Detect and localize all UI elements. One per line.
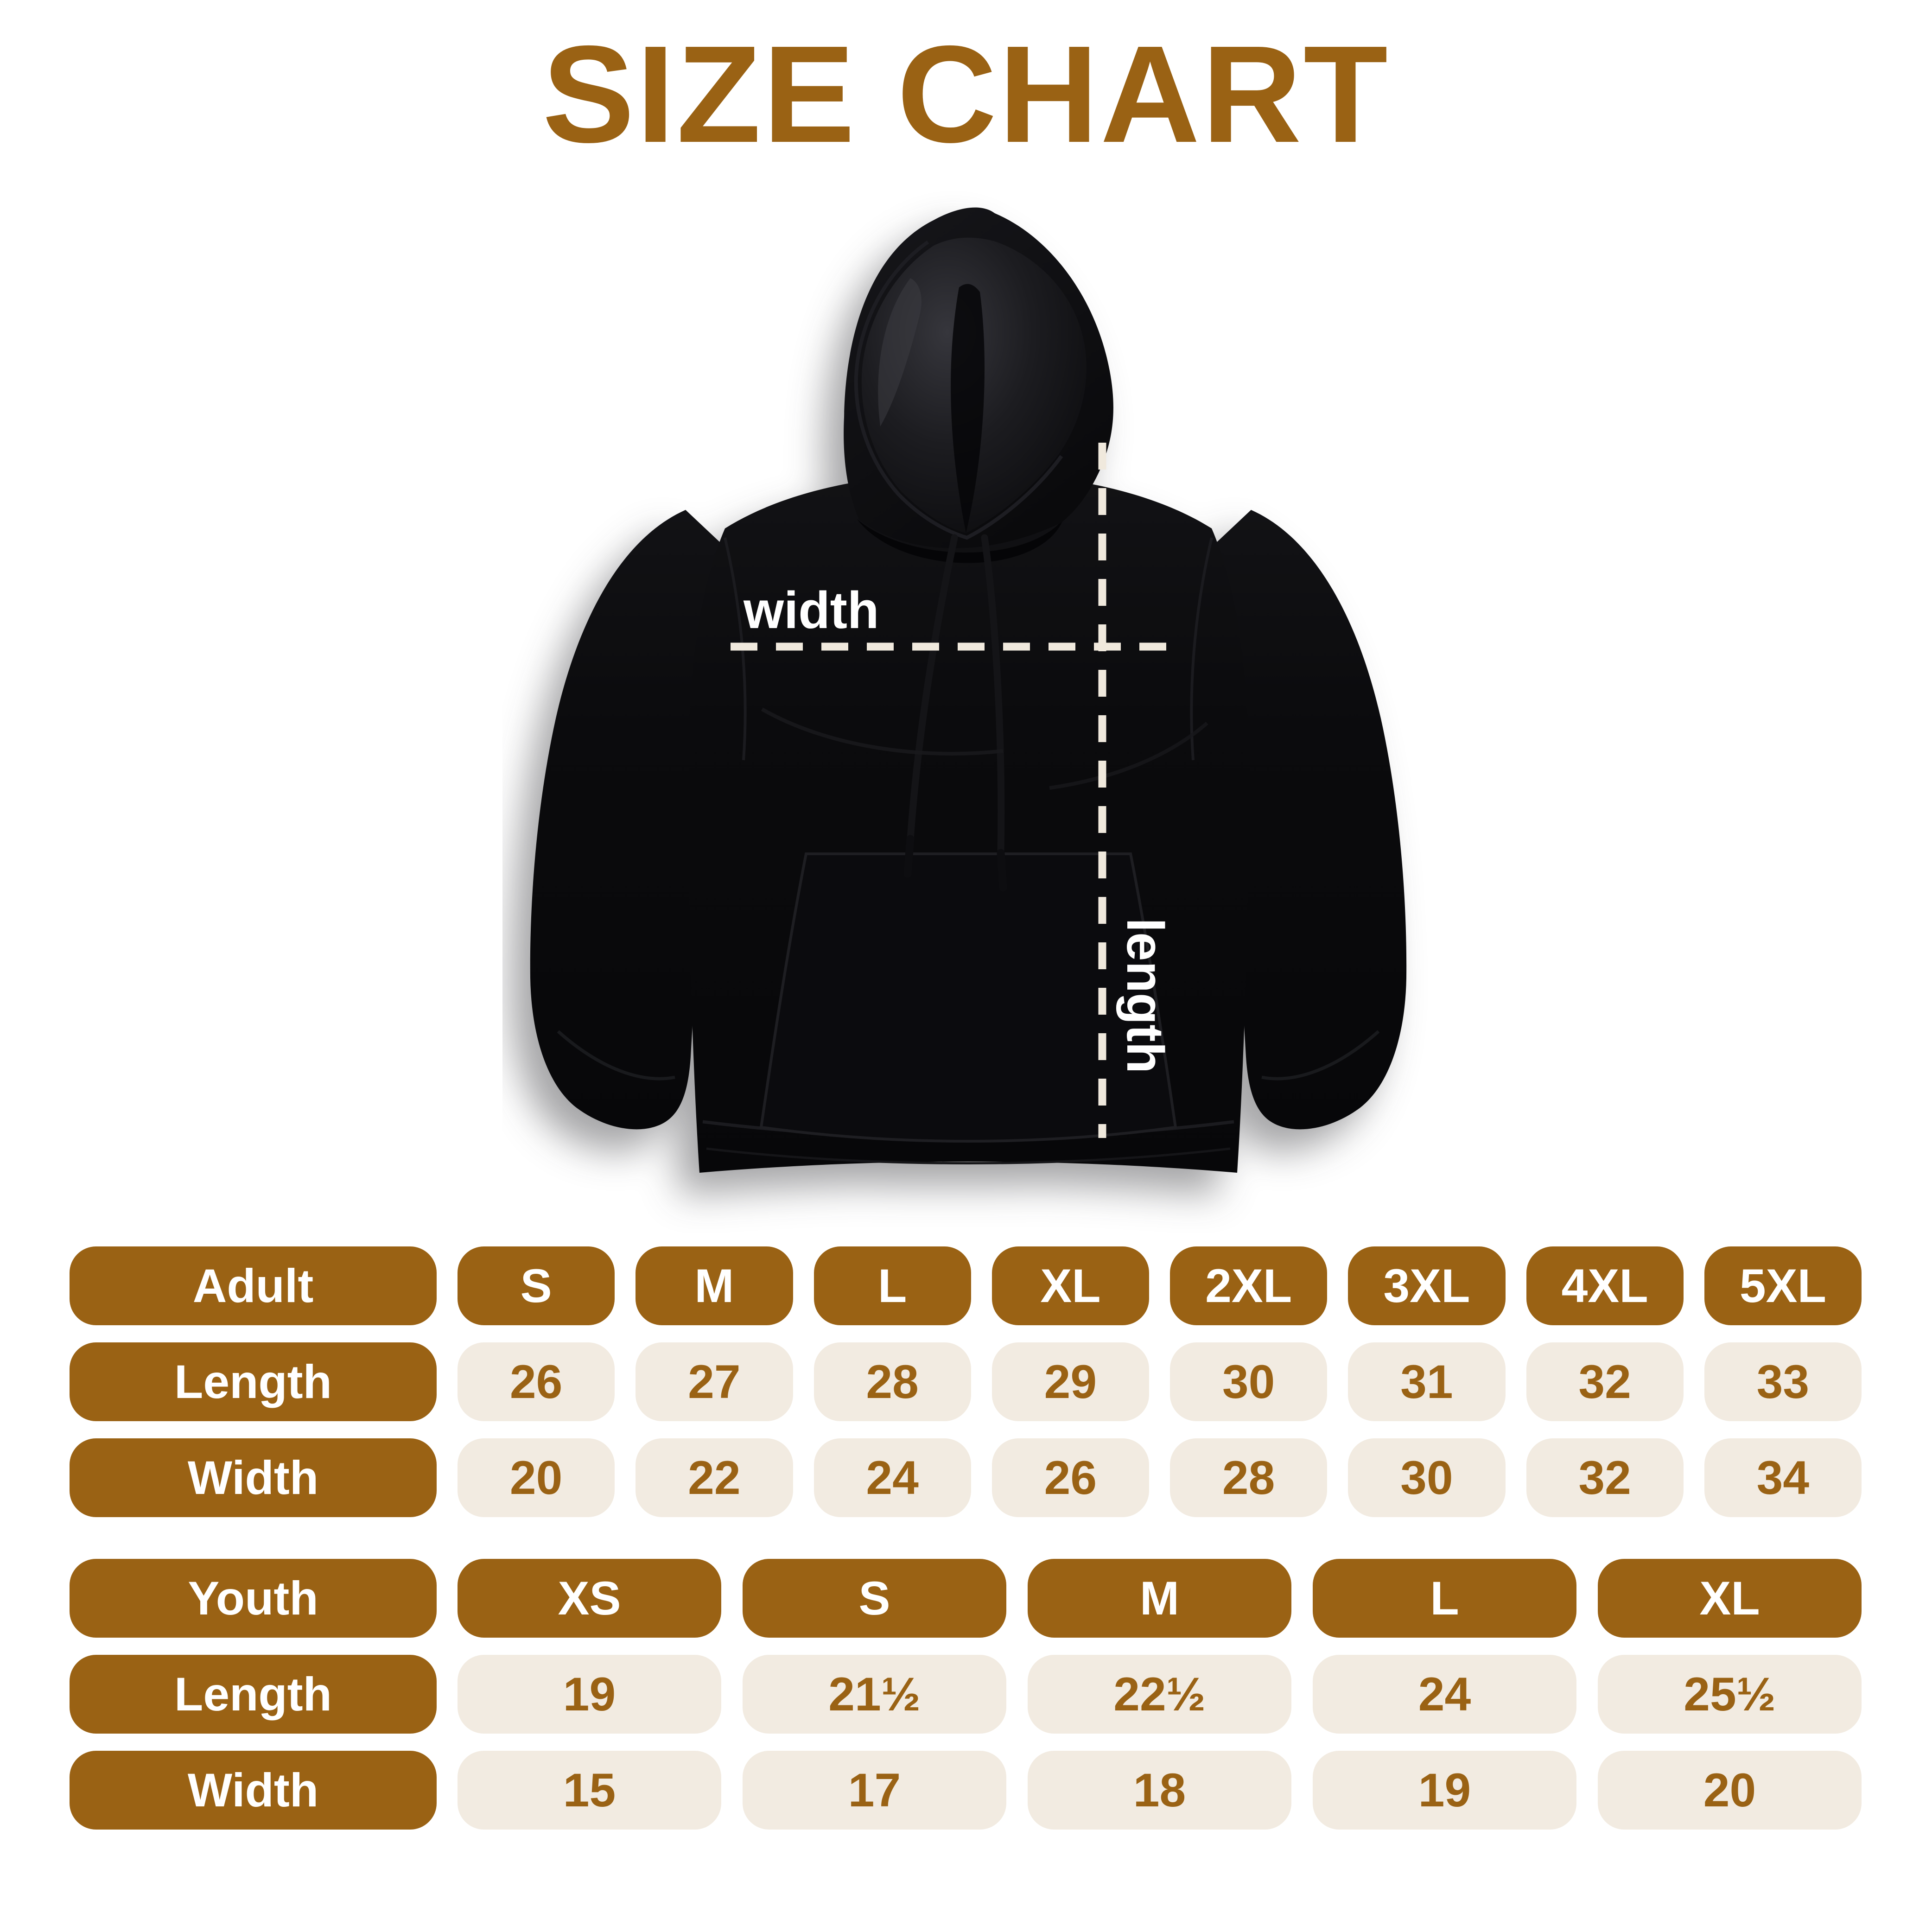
- hoodie-left-sleeve: [530, 510, 725, 1130]
- body-fold-2: [1049, 721, 1208, 790]
- adult-width-value-5: 30: [1348, 1438, 1506, 1517]
- youth-size-header-3: L: [1313, 1559, 1576, 1638]
- hoodie-right-sleeve: [1212, 510, 1407, 1130]
- right-armhole-seam: [1190, 537, 1213, 761]
- adult-size-header-4: 2XL: [1170, 1246, 1328, 1325]
- adult-size-headers: S M L XL 2XL 3XL 4XL 5XL: [458, 1246, 1862, 1325]
- youth-length-row: Length 19 21½ 22½ 24 25½: [70, 1655, 1862, 1734]
- adult-size-header-2: L: [813, 1246, 971, 1325]
- youth-width-row: Width 15 17 18 19 20: [70, 1751, 1862, 1830]
- adult-length-label: Length: [70, 1342, 437, 1421]
- left-drawstring: [907, 534, 958, 843]
- hoodie-graphic: [530, 207, 1407, 1173]
- youth-size-header-4: XL: [1598, 1559, 1862, 1638]
- youth-length-value-2: 22½: [1028, 1655, 1291, 1734]
- adult-length-row: Length 26 27 28 29 30 31 32 33: [70, 1342, 1862, 1421]
- youth-width-label: Width: [70, 1751, 437, 1830]
- youth-width-value-0: 15: [458, 1751, 721, 1830]
- youth-width-value-2: 18: [1028, 1751, 1291, 1830]
- page-title: SIZE CHART: [542, 17, 1390, 172]
- youth-width-values: 15 17 18 19 20: [458, 1751, 1862, 1830]
- hem-stitch: [706, 1147, 1231, 1164]
- adult-length-value-3: 29: [991, 1342, 1149, 1421]
- right-drawstring-aglet: [997, 849, 1007, 892]
- kangaroo-pocket: [759, 852, 1177, 1143]
- right-cuff-seam: [1261, 1030, 1380, 1080]
- adult-length-values: 26 27 28 29 30 31 32 33: [458, 1342, 1862, 1421]
- adult-width-value-1: 22: [636, 1438, 793, 1517]
- adult-width-row: Width 20 22 24 26 28 30 32 34: [70, 1438, 1862, 1517]
- width-measure-label: width: [743, 581, 879, 639]
- adult-width-value-3: 26: [991, 1438, 1149, 1517]
- adult-size-header-3: XL: [991, 1246, 1149, 1325]
- adult-length-value-4: 30: [1170, 1342, 1328, 1421]
- adult-size-header-6: 4XL: [1526, 1246, 1684, 1325]
- youth-length-value-4: 25½: [1598, 1655, 1862, 1734]
- length-measure-label: length: [1116, 918, 1174, 1074]
- left-cuff-seam: [557, 1030, 675, 1080]
- youth-length-value-3: 24: [1313, 1655, 1576, 1734]
- youth-size-header-1: S: [743, 1559, 1006, 1638]
- youth-width-value-1: 17: [743, 1751, 1006, 1830]
- youth-size-headers: XS S M L XL: [458, 1559, 1862, 1638]
- adult-length-value-1: 27: [636, 1342, 793, 1421]
- adult-width-value-4: 28: [1170, 1438, 1328, 1517]
- adult-width-values: 20 22 24 26 28 30 32 34: [458, 1438, 1862, 1517]
- adult-size-header-0: S: [458, 1246, 615, 1325]
- youth-length-value-0: 19: [458, 1655, 721, 1734]
- body-fold-1: [761, 707, 1004, 756]
- adult-width-label: Width: [70, 1438, 437, 1517]
- adult-width-value-6: 32: [1526, 1438, 1684, 1517]
- youth-header-row: Youth XS S M L XL: [70, 1559, 1862, 1638]
- adult-length-value-5: 31: [1348, 1342, 1506, 1421]
- adult-length-value-6: 32: [1526, 1342, 1684, 1421]
- left-drawstring-aglet: [903, 835, 915, 878]
- adult-size-table: Adult S M L XL 2XL 3XL 4XL 5XL Length 26 27 28 29 3…: [70, 1246, 1862, 1517]
- adult-width-value-7: 34: [1704, 1438, 1862, 1517]
- right-drawstring: [981, 534, 1005, 857]
- adult-length-value-7: 33: [1704, 1342, 1862, 1421]
- adult-width-value-2: 24: [813, 1438, 971, 1517]
- youth-length-values: 19 21½ 22½ 24 25½: [458, 1655, 1862, 1734]
- adult-size-header-5: 3XL: [1348, 1246, 1506, 1325]
- hood-interior-fold: [951, 284, 985, 533]
- left-armhole-seam: [724, 537, 747, 761]
- youth-width-value-4: 20: [1598, 1751, 1862, 1830]
- youth-width-value-3: 19: [1313, 1751, 1576, 1830]
- measurement-overlay: width length: [731, 443, 1183, 1138]
- youth-size-table: Youth XS S M L XL Length 19 21½ 22½ 24 25½ Width…: [70, 1559, 1862, 1830]
- youth-length-label: Length: [70, 1655, 437, 1734]
- hood-opening-seam: [854, 240, 1063, 540]
- youth-length-value-1: 21½: [743, 1655, 1006, 1734]
- adult-length-value-0: 26: [458, 1342, 615, 1421]
- youth-header-label: Youth: [70, 1559, 437, 1638]
- youth-size-header-2: M: [1028, 1559, 1291, 1638]
- adult-size-header-1: M: [636, 1246, 793, 1325]
- adult-header-row: Adult S M L XL 2XL 3XL 4XL 5XL: [70, 1246, 1862, 1325]
- adult-size-header-7: 5XL: [1704, 1246, 1862, 1325]
- adult-width-value-0: 20: [458, 1438, 615, 1517]
- neck-shadow: [857, 519, 1063, 563]
- hoodie-illustration: width length: [502, 176, 1430, 1242]
- hood-interior-sheen: [878, 278, 922, 426]
- youth-size-header-0: XS: [458, 1559, 721, 1638]
- size-tables: Adult S M L XL 2XL 3XL 4XL 5XL Length 26 27 28 29 3…: [70, 1246, 1862, 1830]
- adult-header-label: Adult: [70, 1246, 437, 1325]
- adult-length-value-2: 28: [813, 1342, 971, 1421]
